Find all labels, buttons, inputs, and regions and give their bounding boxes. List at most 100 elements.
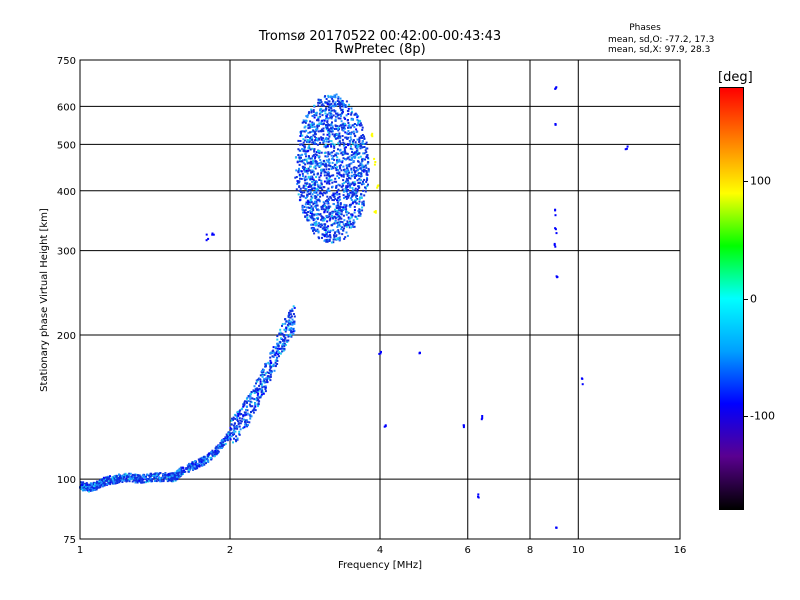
echo-point	[157, 479, 160, 482]
echo-point	[307, 203, 310, 205]
echo-point	[194, 465, 197, 467]
echo-point	[309, 212, 312, 214]
echo-point	[342, 214, 345, 217]
echo-point	[306, 219, 309, 222]
echo-point	[346, 168, 349, 171]
echo-point	[365, 147, 368, 150]
echo-point	[313, 180, 316, 183]
echo-point	[338, 238, 341, 241]
echo-point	[355, 194, 358, 197]
echo-point	[302, 206, 305, 208]
echo-point	[325, 165, 328, 168]
echo-point	[289, 329, 292, 332]
echo-point	[356, 118, 359, 121]
echo-point	[224, 436, 227, 439]
echo-point	[327, 152, 330, 155]
echo-point	[338, 184, 341, 187]
echo-point	[320, 163, 323, 166]
echo-point	[338, 101, 341, 104]
echo-point	[238, 425, 241, 428]
echo-point	[351, 195, 354, 198]
echo-point	[317, 124, 320, 127]
echo-point	[238, 433, 241, 436]
echo-point	[307, 136, 309, 138]
echo-point	[231, 417, 233, 420]
echo-point	[303, 205, 306, 208]
echo-point	[139, 475, 142, 478]
echo-point	[286, 334, 288, 336]
echo-point	[350, 145, 352, 148]
echo-point	[303, 126, 306, 129]
echo-point	[326, 216, 329, 219]
echo-point	[353, 205, 356, 208]
echo-point	[214, 447, 217, 450]
echo-point	[359, 145, 362, 147]
echo-point	[149, 479, 152, 482]
echo-point	[143, 475, 146, 478]
echo-point	[342, 223, 345, 226]
echo-point	[304, 187, 307, 190]
echo-point	[353, 156, 356, 159]
echo-point	[313, 104, 316, 107]
echo-point	[212, 233, 215, 236]
echo-point	[332, 167, 335, 169]
echo-point	[298, 169, 301, 172]
echo-point	[261, 375, 264, 377]
echo-point	[104, 479, 107, 482]
echo-point	[338, 165, 341, 167]
echo-point	[324, 224, 326, 227]
echo-point	[339, 167, 342, 170]
echo-point	[271, 365, 274, 368]
echo-point	[167, 474, 170, 477]
echo-point	[334, 192, 337, 195]
echo-point	[338, 232, 341, 235]
echo-point	[328, 135, 331, 138]
echo-point	[266, 381, 269, 384]
echo-point	[161, 476, 164, 479]
echo-point	[269, 365, 272, 368]
echo-point	[317, 101, 320, 104]
echo-point	[317, 189, 320, 192]
echo-point	[329, 236, 332, 239]
echo-point	[313, 148, 316, 151]
echo-point	[344, 117, 347, 120]
echo-point	[338, 221, 341, 224]
echo-point	[302, 121, 305, 123]
echo-point	[292, 330, 295, 333]
echo-point	[273, 352, 276, 355]
echo-point	[341, 101, 344, 104]
echo-point	[153, 475, 156, 478]
echo-point	[328, 153, 331, 156]
echo-point	[306, 194, 309, 197]
echo-point	[206, 458, 209, 461]
echo-point	[324, 101, 327, 104]
echo-point	[347, 130, 350, 132]
echo-point	[333, 234, 335, 237]
echo-point	[251, 405, 254, 408]
echo-point	[114, 482, 117, 485]
echo-point	[327, 151, 330, 154]
echo-point	[194, 460, 197, 462]
echo-point	[297, 180, 300, 183]
echo-point	[339, 202, 342, 205]
echo-point	[338, 128, 340, 130]
echo-point	[232, 433, 234, 436]
echo-point	[356, 116, 359, 119]
echo-point	[323, 205, 326, 208]
echo-point	[127, 475, 130, 478]
colorbar-tick-label: -100	[750, 409, 775, 423]
echo-point	[346, 173, 349, 176]
echo-point	[333, 94, 336, 97]
echo-point	[327, 200, 329, 203]
echo-point	[109, 483, 112, 486]
echo-point	[345, 186, 348, 189]
echo-point	[358, 208, 361, 211]
echo-point	[312, 229, 314, 232]
echo-point	[162, 474, 164, 477]
echo-point	[354, 151, 357, 154]
x-tick-labels: 1 2 4 6 8 10 16	[77, 545, 687, 556]
echo-point	[276, 335, 279, 338]
echo-point	[319, 99, 322, 102]
echo-point	[321, 192, 324, 195]
echo-point	[112, 480, 115, 483]
